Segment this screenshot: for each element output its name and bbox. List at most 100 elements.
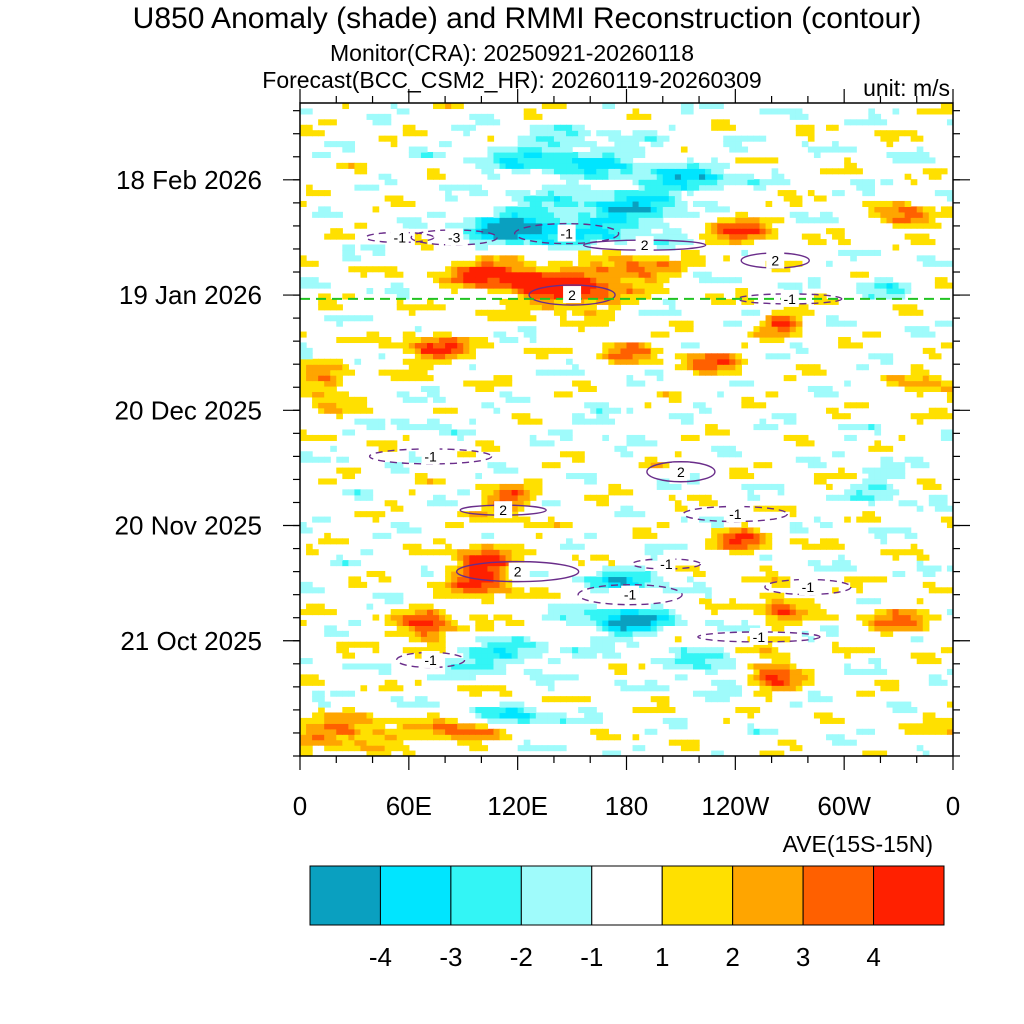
anomaly-cell — [451, 288, 458, 295]
anomaly-cell — [668, 124, 676, 131]
anomaly-cell — [426, 723, 434, 730]
anomaly-cell — [632, 206, 640, 213]
anomaly-cell — [469, 614, 476, 621]
anomaly-cell — [499, 222, 507, 229]
anomaly-cell — [934, 407, 942, 414]
anomaly-cell — [717, 543, 724, 550]
anomaly-cell — [844, 652, 851, 659]
anomaly-cell — [765, 331, 773, 338]
anomaly-cell — [910, 151, 918, 159]
anomaly-cell — [608, 347, 616, 354]
anomaly-cell — [826, 717, 833, 724]
anomaly-cell — [306, 674, 313, 681]
anomaly-cell — [584, 271, 591, 278]
anomaly-cell — [934, 108, 942, 115]
anomaly-cell — [807, 440, 815, 447]
anomaly-cell — [457, 685, 464, 692]
anomaly-cell — [916, 745, 924, 752]
anomaly-cell — [862, 200, 869, 207]
anomaly-cell — [608, 309, 616, 316]
anomaly-cell — [499, 206, 507, 213]
anomaly-cell — [886, 288, 894, 295]
anomaly-cell — [789, 701, 797, 708]
anomaly-cell — [596, 271, 603, 278]
anomaly-cell — [535, 478, 543, 485]
anomaly-cell — [348, 581, 356, 588]
anomaly-cell — [481, 385, 489, 393]
anomaly-cell — [850, 473, 857, 480]
anomaly-cell — [626, 342, 634, 349]
anomaly-cell — [602, 614, 609, 621]
anomaly-cell — [674, 195, 682, 202]
anomaly-cell — [336, 690, 343, 697]
anomaly-cell — [324, 141, 331, 148]
anomaly-cell — [838, 467, 845, 474]
anomaly-cell — [517, 195, 525, 202]
anomaly-cell — [644, 293, 652, 300]
anomaly-cell — [632, 173, 640, 180]
anomaly-cell — [505, 467, 513, 474]
anomaly-cell — [723, 717, 730, 724]
anomaly-cell — [844, 342, 851, 349]
anomaly-cell — [330, 734, 337, 741]
anomaly-cell — [602, 347, 609, 354]
anomaly-cell — [463, 511, 470, 518]
anomaly-cell — [940, 647, 948, 654]
anomaly-cell — [433, 103, 440, 110]
anomaly-cell — [729, 532, 736, 539]
anomaly-cell — [904, 151, 912, 159]
anomaly-cell — [426, 500, 434, 507]
anomaly-cell — [886, 549, 894, 556]
anomaly-cell — [511, 195, 519, 202]
anomaly-cell — [547, 347, 555, 354]
anomaly-cell — [795, 609, 803, 616]
anomaly-cell — [723, 222, 730, 229]
anomaly-cell — [686, 364, 694, 371]
anomaly-cell — [922, 239, 930, 246]
anomaly-cell — [348, 255, 356, 262]
anomaly-cell — [723, 228, 730, 235]
rmmi-contour-line — [528, 284, 616, 306]
anomaly-cell — [414, 723, 422, 730]
anomaly-cell — [626, 211, 634, 218]
anomaly-cell — [330, 304, 337, 311]
anomaly-cell — [330, 391, 337, 398]
anomaly-cell — [904, 173, 912, 180]
anomaly-cell — [789, 522, 797, 529]
anomaly-cell — [559, 184, 567, 191]
anomaly-cell — [602, 157, 609, 164]
anomaly-cell — [614, 298, 622, 305]
anomaly-cell — [505, 271, 513, 278]
anomaly-cell — [777, 614, 785, 621]
anomaly-cell — [826, 614, 833, 621]
anomaly-cell — [529, 113, 537, 120]
anomaly-cell — [753, 184, 761, 191]
anomaly-cell — [826, 734, 833, 741]
anomaly-cell — [547, 293, 555, 300]
anomaly-cell — [723, 217, 730, 224]
anomaly-cell — [680, 233, 688, 240]
anomaly-cell — [420, 130, 428, 137]
anomaly-cell — [717, 652, 724, 659]
anomaly-cell — [306, 543, 313, 550]
colorbar-label: 3 — [796, 942, 810, 972]
anomaly-cell — [723, 658, 730, 665]
anomaly-cell — [723, 625, 730, 632]
anomaly-cell — [711, 228, 718, 235]
anomaly-cell — [620, 271, 628, 278]
anomaly-cell — [324, 282, 331, 289]
anomaly-cell — [529, 494, 537, 501]
anomaly-cell — [789, 679, 797, 686]
anomaly-cell — [795, 200, 803, 207]
anomaly-cell — [499, 309, 507, 316]
anomaly-cell — [396, 619, 404, 626]
anomaly-cell — [638, 707, 646, 714]
anomaly-cell — [729, 543, 736, 550]
anomaly-cell — [705, 598, 712, 605]
anomaly-cell — [759, 402, 767, 409]
anomaly-cell — [922, 723, 930, 730]
anomaly-cell — [705, 538, 712, 545]
anomaly-cell — [626, 407, 634, 414]
anomaly-cell — [868, 184, 875, 191]
anomaly-cell — [832, 228, 839, 235]
